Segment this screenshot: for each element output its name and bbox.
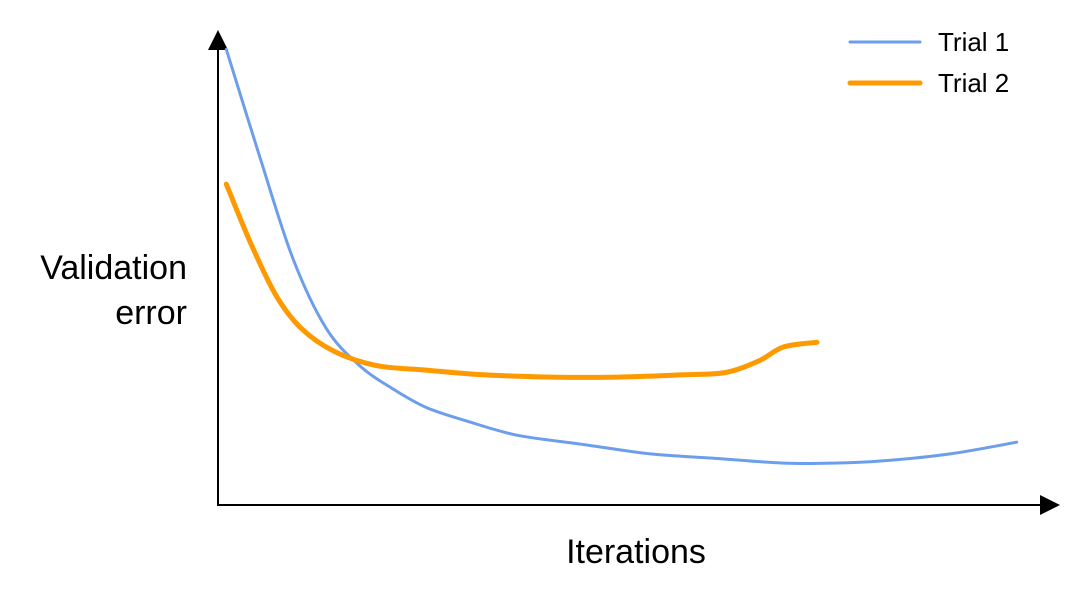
legend-label-trial-2: Trial 2 <box>938 68 1009 98</box>
y-axis-label-line-1: Validation <box>40 249 187 287</box>
series-line-trial-1 <box>224 47 1019 466</box>
series-line-trial-2 <box>223 181 820 380</box>
x-axis-label: Iterations <box>566 533 706 571</box>
legend: Trial 1 Trial 2 <box>847 27 1009 98</box>
legend-label-trial-1: Trial 1 <box>938 27 1009 57</box>
y-axis-label-line-2: error <box>115 294 187 332</box>
